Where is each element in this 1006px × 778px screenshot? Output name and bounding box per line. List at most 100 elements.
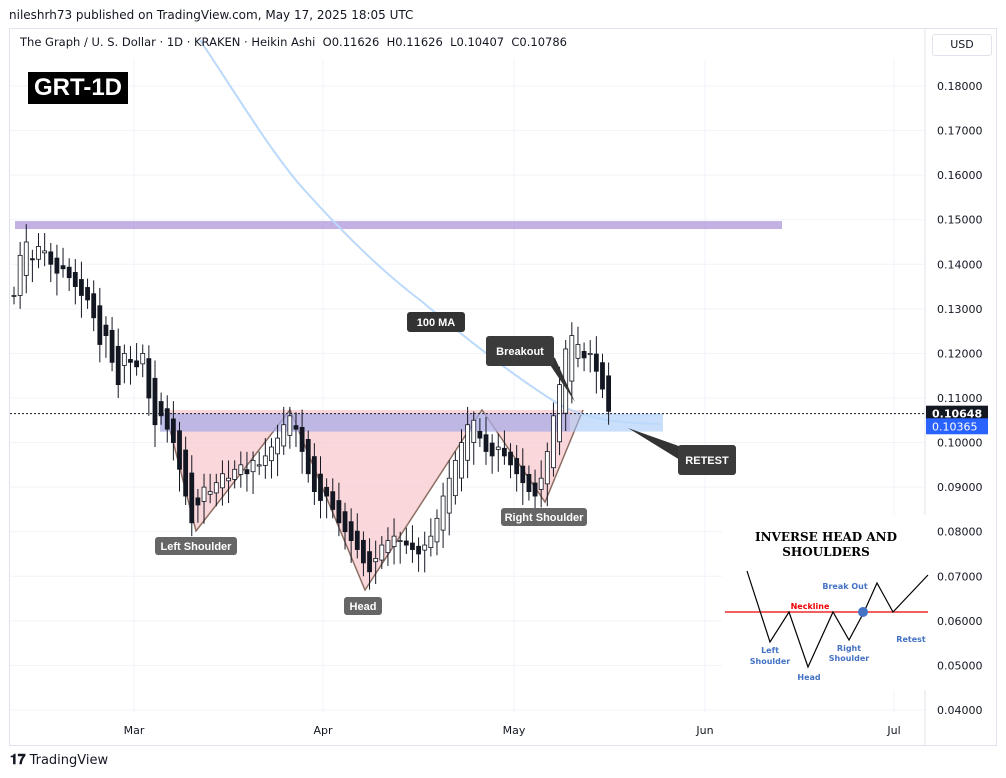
candle-body	[600, 362, 605, 390]
y-tick-label: 0.11000	[937, 392, 983, 405]
candle-body	[434, 517, 440, 543]
current-price-badge	[926, 405, 988, 422]
candle-body	[471, 419, 477, 443]
candle-body	[60, 265, 66, 270]
candle-body	[532, 482, 538, 497]
candle-body	[164, 408, 170, 430]
candle-body	[330, 491, 336, 510]
candle-body	[299, 426, 305, 452]
y-tick-label: 0.06000	[937, 615, 983, 628]
candle-body	[416, 545, 421, 555]
candle-body	[256, 464, 262, 467]
footer-text: TradingView	[29, 752, 109, 768]
y-tick-label: 0.04000	[937, 704, 983, 717]
candle-body	[397, 540, 403, 543]
candle-body	[170, 418, 176, 443]
candle-body	[226, 477, 231, 482]
candle-body	[305, 439, 311, 475]
candle-body	[391, 535, 397, 547]
candle-body	[403, 540, 409, 546]
candle-body	[269, 446, 274, 462]
candle-body	[336, 500, 342, 524]
candle-body	[238, 464, 244, 475]
candle-body	[195, 497, 201, 506]
candle-body	[201, 486, 207, 502]
inset-left-label: Left	[761, 646, 779, 655]
candle-body	[42, 250, 48, 254]
resistance-zone	[15, 221, 782, 230]
inset-left-label-2: Shoulder	[750, 657, 791, 666]
candle-body	[483, 434, 489, 452]
y-tick-label: 0.18000	[937, 80, 983, 93]
currency-button[interactable]: USD	[932, 34, 992, 56]
pattern-outline	[164, 408, 584, 592]
candle-body	[134, 360, 140, 368]
candle-body	[422, 544, 428, 551]
retest-annotation-box	[678, 445, 736, 475]
candle-body	[128, 359, 133, 363]
head-label-box	[344, 597, 382, 615]
candle-body	[183, 449, 189, 497]
y-tick-label: 0.16000	[937, 169, 983, 182]
candle-body	[275, 437, 280, 455]
candle-body	[11, 295, 17, 297]
candle-body	[109, 329, 115, 363]
inset-right-label: Right	[837, 644, 861, 653]
candle-body	[189, 472, 195, 524]
candle-body	[477, 430, 483, 439]
candle-body	[287, 415, 293, 436]
symbol-legend: The Graph / U. S. Dollar · 1D · KRAKEN ·…	[20, 35, 567, 49]
head-label: Head	[350, 601, 377, 613]
candle-body	[324, 486, 330, 497]
ma-price-label: 0.10365	[932, 420, 978, 433]
candle-body	[17, 254, 23, 296]
candle-body	[29, 258, 35, 261]
tradingview-logo[interactable]: 𝟏𝟕 TradingView	[10, 752, 108, 768]
candle-body	[385, 540, 391, 553]
tv-logo-icon: 𝟏𝟕	[10, 752, 26, 768]
candle-body	[207, 491, 213, 495]
breakout-annotation: Breakout	[496, 346, 544, 358]
inset-retest-label: Retest	[896, 635, 926, 644]
neckline-overlap	[160, 413, 570, 432]
candle-body	[501, 447, 507, 457]
inset-breakout-label: Break Out	[822, 582, 867, 591]
inset-background	[722, 515, 926, 690]
y-tick-label: 0.17000	[937, 125, 983, 138]
candle-body	[281, 424, 287, 447]
candle-body	[121, 353, 127, 366]
candle-body	[293, 425, 299, 430]
ma-price-badge	[926, 418, 988, 435]
candle-body	[551, 415, 556, 469]
pattern-fill	[165, 410, 583, 590]
candle-body	[140, 353, 146, 365]
inset-breakout-dot	[858, 607, 868, 617]
x-tick-label: Mar	[124, 724, 145, 737]
left-shoulder-label: Left Shoulder	[161, 541, 233, 553]
candle-body	[54, 257, 60, 274]
y-tick-label: 0.09000	[937, 481, 983, 494]
candle-body	[379, 544, 385, 561]
candle-body	[103, 324, 109, 336]
candle-body	[66, 266, 72, 279]
candle-body	[146, 358, 152, 399]
right-shoulder-label: Right Shoulder	[505, 512, 585, 524]
retest-annotation: RETEST	[685, 455, 729, 467]
publisher-line: nileshrh73 published on TradingView.com,…	[9, 8, 414, 22]
candle-body	[85, 287, 90, 301]
candle-body	[581, 351, 587, 359]
ticker-label: GRT-1D	[28, 72, 129, 104]
candle-body	[569, 335, 575, 382]
candle-body	[158, 401, 164, 417]
candle-body	[587, 353, 593, 356]
x-tick-label: Jun	[695, 724, 713, 737]
candle-body	[514, 458, 520, 475]
inset-title: INVERSE HEAD AND	[755, 530, 897, 544]
candle-body	[367, 551, 372, 573]
candle-body	[526, 473, 532, 492]
candle-body	[152, 377, 158, 426]
candle-body	[520, 465, 526, 484]
inset-neckline-label: Neckline	[791, 602, 830, 611]
ma-100-line	[199, 39, 661, 425]
